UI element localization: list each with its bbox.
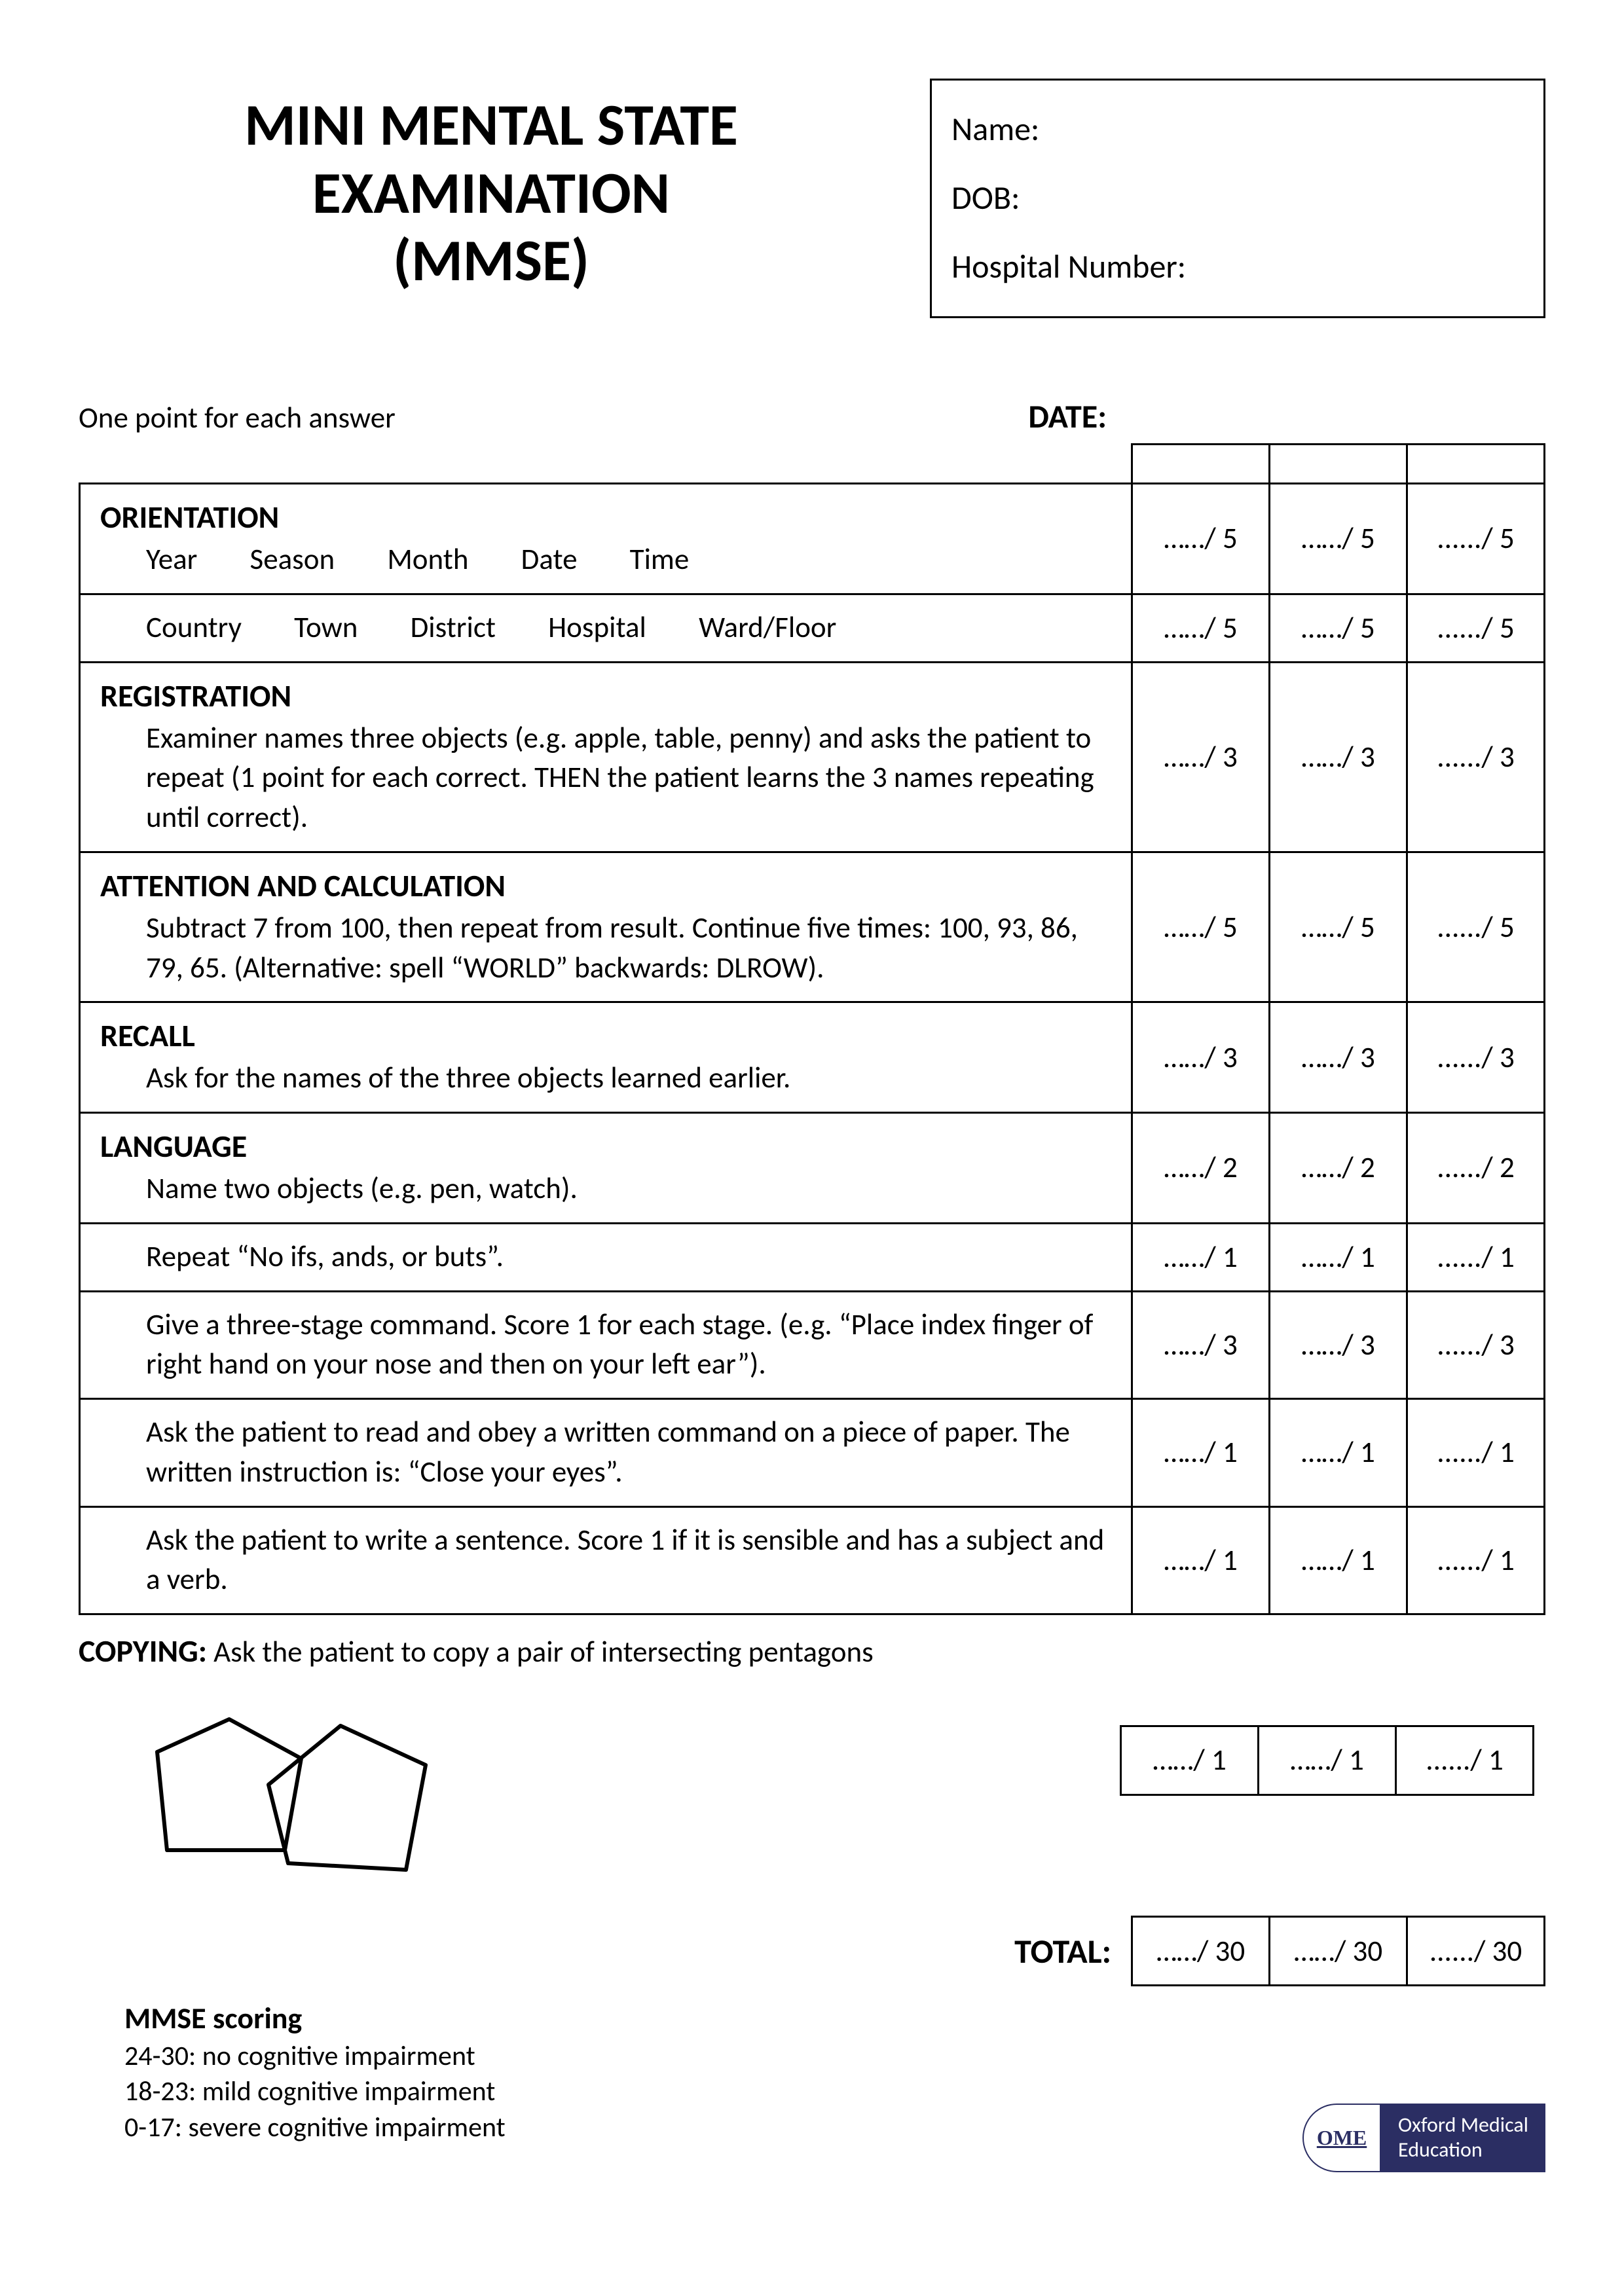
score-cell[interactable]: ……/ 1 [1270,1223,1407,1291]
name-field-label: Name: [951,113,1524,146]
total-label: TOTAL: [1014,1930,1131,1972]
date-col-2[interactable] [1270,445,1407,484]
score-cell[interactable]: ....../ 5 [1407,484,1545,594]
score-cell[interactable]: ……/ 3 [1270,662,1407,852]
copying-score-row: ……/ 1 ……/ 1 ....../ 1 [1121,1726,1534,1795]
score-cell[interactable]: ……/ 5 [1270,594,1407,662]
score-cell[interactable]: ……/ 5 [1270,484,1407,594]
instruction-row: One point for each answer DATE: [79,397,1545,437]
instruction-text: One point for each answer [79,400,1028,436]
language-row-5: Ask the patient to write a sentence. Sco… [80,1506,1545,1614]
score-cell[interactable]: ……/ 1 [1259,1726,1396,1795]
orientation-words-2: Country Town District Hospital Ward/Floo… [146,608,1111,648]
total-row: TOTAL: ……/ 30 ……/ 30 ....../ 30 [79,1916,1545,1986]
attention-text: Subtract 7 from 100, then repeat from re… [146,909,1111,989]
registration-text: Examiner names three objects (e.g. apple… [146,719,1111,838]
language-row-1: LANGUAGE Name two objects (e.g. pen, wat… [80,1113,1545,1224]
language-item-1: Name two objects (e.g. pen, watch). [146,1169,1111,1209]
score-cell[interactable]: ……/ 5 [1132,594,1270,662]
score-cell[interactable]: ....../ 3 [1407,1002,1545,1113]
language-row-2: Repeat “No ifs, ands, or buts”. ……/ 1 ……… [80,1223,1545,1291]
orientation-title: ORIENTATION [100,498,1111,536]
score-cell[interactable]: ....../ 5 [1407,594,1545,662]
registration-row: REGISTRATION Examiner names three object… [80,662,1545,852]
score-cell[interactable]: ....../ 3 [1407,1291,1545,1399]
attention-row: ATTENTION AND CALCULATION Subtract 7 fro… [80,852,1545,1002]
language-item-4: Ask the patient to read and obey a writt… [146,1413,1111,1493]
score-cell[interactable]: ……/ 1 [1270,1399,1407,1507]
language-item-3: Give a three-stage command. Score 1 for … [146,1305,1111,1385]
score-cell[interactable]: ....../ 3 [1407,662,1545,852]
score-cell[interactable]: ……/ 2 [1132,1113,1270,1224]
bottom-area: ……/ 1 ……/ 1 ....../ 1 [79,1686,1545,1906]
language-title: LANGUAGE [100,1127,1111,1165]
date-col-1[interactable] [1132,445,1270,484]
score-cell[interactable]: ……/ 3 [1132,1002,1270,1113]
orientation-row-2: Country Town District Hospital Ward/Floo… [80,594,1545,662]
score-cell[interactable]: ....../ 5 [1407,852,1545,1002]
score-cell[interactable]: ……/ 3 [1132,662,1270,852]
copying-block: COPYING: Ask the patient to copy a pair … [79,1631,1545,1670]
recall-text: Ask for the names of the three objects l… [146,1059,1111,1099]
score-cell[interactable]: ....../ 1 [1396,1726,1534,1795]
recall-title: RECALL [100,1016,1111,1055]
score-cell[interactable]: ....../ 2 [1407,1113,1545,1224]
copying-label: COPYING: [79,1631,207,1670]
score-cell[interactable]: ……/ 5 [1132,852,1270,1002]
orientation-row-1: ORIENTATION Year Season Month Date Time … [80,484,1545,594]
total-cell[interactable]: ……/ 30 [1270,1917,1407,1986]
date-col-3[interactable] [1407,445,1545,484]
mmse-table: ORIENTATION Year Season Month Date Time … [79,443,1545,1615]
language-row-3: Give a three-stage command. Score 1 for … [80,1291,1545,1399]
title-line: (MMSE) [79,227,904,295]
score-cell[interactable]: ……/ 5 [1132,484,1270,594]
ome-logo-icon: OME [1302,2104,1381,2172]
pentagons-icon [118,1700,458,1896]
patient-info-box: Name: DOB: Hospital Number: [930,79,1545,318]
total-score-table: ……/ 30 ……/ 30 ....../ 30 [1131,1916,1545,1986]
page: MINI MENTAL STATE EXAMINATION (MMSE) Nam… [79,79,1545,2146]
score-cell[interactable]: ……/ 2 [1270,1113,1407,1224]
scoring-title: MMSE scoring [124,1999,1545,2039]
copying-score-table: ……/ 1 ……/ 1 ....../ 1 [1120,1686,1534,1834]
score-cell[interactable]: ……/ 3 [1270,1291,1407,1399]
dob-field-label: DOB: [951,182,1524,215]
score-cell[interactable]: ……/ 3 [1132,1291,1270,1399]
total-cell[interactable]: ....../ 30 [1407,1917,1545,1986]
attention-title: ATTENTION AND CALCULATION [100,866,1111,905]
score-cell[interactable]: ....../ 1 [1407,1506,1545,1614]
score-cell[interactable]: ……/ 1 [1132,1506,1270,1614]
ome-text: Oxford Medical Education [1381,2104,1545,2172]
score-cell[interactable]: ……/ 5 [1270,852,1407,1002]
score-cell[interactable]: ……/ 1 [1121,1726,1259,1795]
language-item-2: Repeat “No ifs, ands, or buts”. [146,1237,1111,1277]
ome-branding: OME Oxford Medical Education [1302,2104,1545,2172]
score-cell[interactable]: ....../ 1 [1407,1399,1545,1507]
hospital-number-field-label: Hospital Number: [951,251,1524,283]
language-row-4: Ask the patient to read and obey a writt… [80,1399,1545,1507]
copying-text: Ask the patient to copy a pair of inters… [213,1634,874,1670]
score-cell[interactable]: ……/ 1 [1132,1399,1270,1507]
recall-row: RECALL Ask for the names of the three ob… [80,1002,1545,1113]
score-cell[interactable]: ……/ 3 [1270,1002,1407,1113]
date-label: DATE: [1028,397,1107,437]
title-line: MINI MENTAL STATE [79,92,904,160]
score-cell[interactable]: ……/ 1 [1132,1223,1270,1291]
scoring-line: 24-30: no cognitive impairment [124,2039,1545,2075]
language-item-5: Ask the patient to write a sentence. Sco… [146,1521,1111,1601]
registration-title: REGISTRATION [100,676,1111,715]
header: MINI MENTAL STATE EXAMINATION (MMSE) Nam… [79,79,1545,318]
date-header-row [80,445,1545,484]
score-cell[interactable]: ……/ 1 [1270,1506,1407,1614]
page-title: MINI MENTAL STATE EXAMINATION (MMSE) [79,79,904,295]
title-line: EXAMINATION [79,160,904,228]
total-cell[interactable]: ……/ 30 [1132,1917,1270,1986]
score-cell[interactable]: ....../ 1 [1407,1223,1545,1291]
orientation-words-1: Year Season Month Date Time [146,540,1111,580]
